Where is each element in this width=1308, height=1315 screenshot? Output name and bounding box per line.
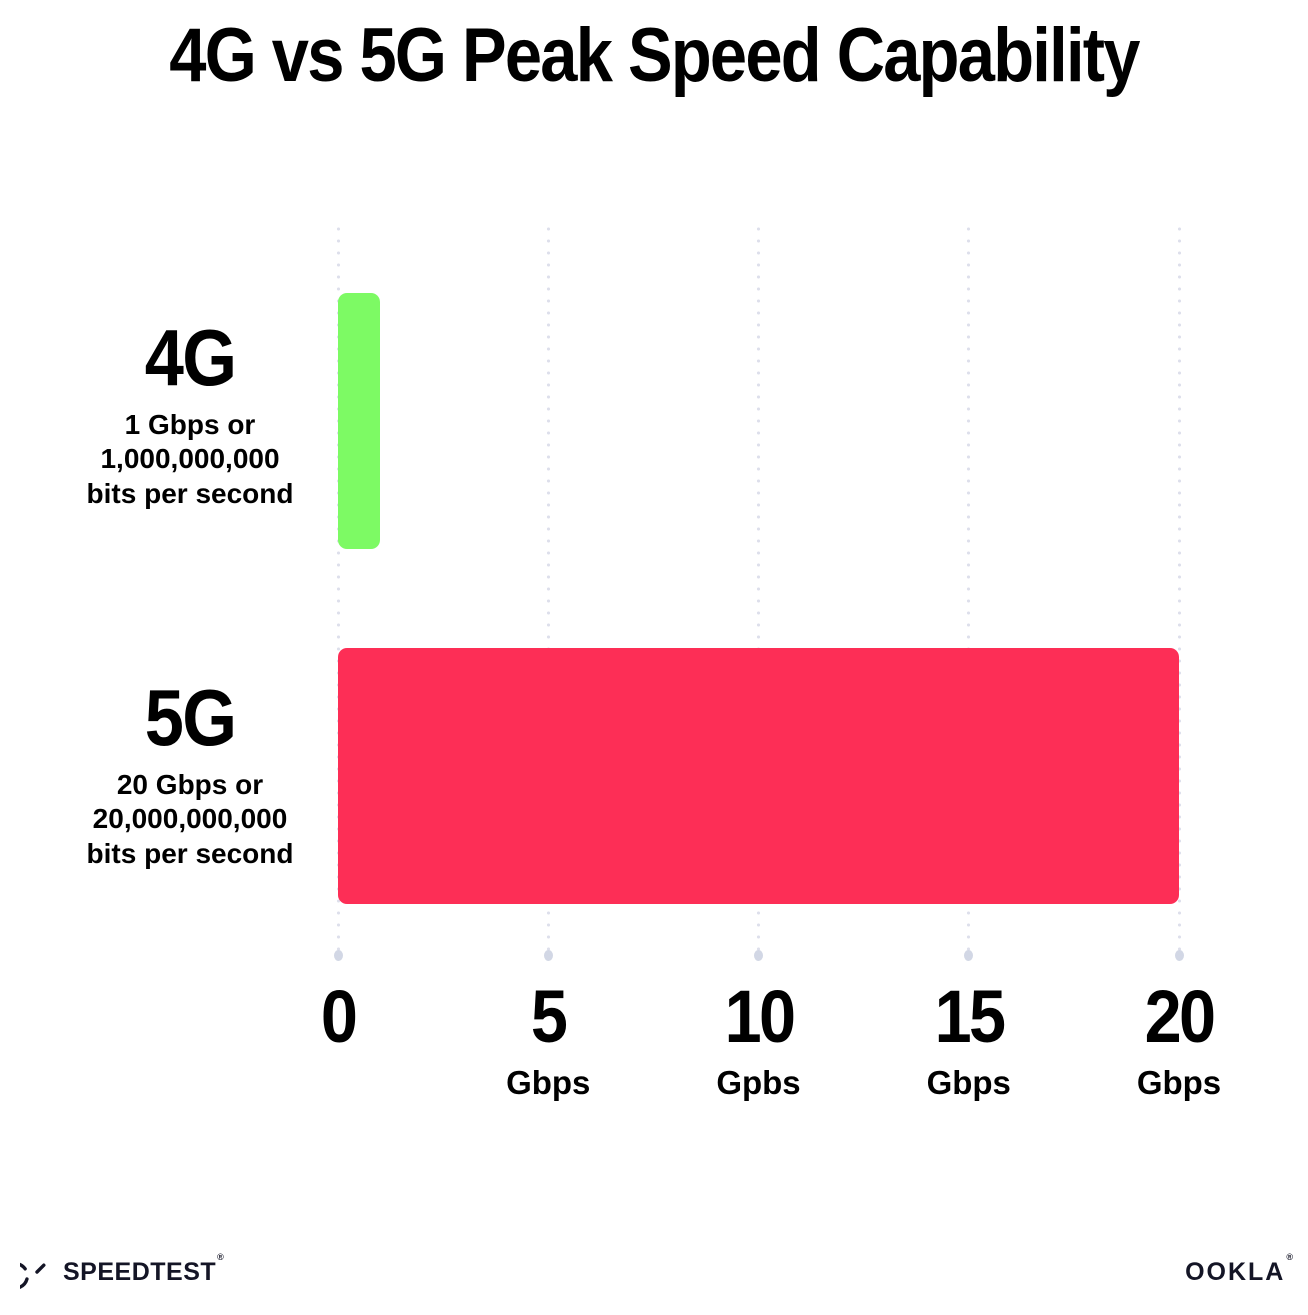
category-name-5g: 5G xyxy=(144,673,237,762)
speedtest-logo: SPEEDTEST® xyxy=(20,1251,225,1289)
x-tick-unit: Gbps xyxy=(1136,1064,1222,1101)
sublabel-line: bits per second xyxy=(86,477,294,509)
gridline xyxy=(333,223,343,961)
x-tick-unit: Gpbs xyxy=(716,1064,801,1101)
gridline xyxy=(754,223,763,961)
gridline-end-dot xyxy=(1174,950,1184,961)
x-axis-ticks: 0 5 Gbps 10 Gpbs 15 Gbps 20 Gbps xyxy=(321,975,1221,1110)
row-label-5g: 5G 20 Gbps or 20,000,000,000 bits per se… xyxy=(40,678,340,871)
ookla-logo: OOKLA® xyxy=(1185,1253,1294,1286)
category-sublabel-4g: 1 Gbps or 1,000,000,000 bits per second xyxy=(40,408,340,511)
sublabel-line: 20,000,000,000 xyxy=(92,803,288,835)
sublabel-line: 20 Gbps or xyxy=(116,769,264,800)
plot-area xyxy=(333,223,1184,961)
gridline xyxy=(543,223,553,961)
row-label-4g: 4G 1 Gbps or 1,000,000,000 bits per seco… xyxy=(40,318,340,511)
x-tick-value: 15 xyxy=(934,975,1005,1058)
bar-5g xyxy=(338,648,1179,904)
trademark-symbol: ® xyxy=(1286,1252,1295,1262)
sublabel-line: bits per second xyxy=(86,837,294,869)
category-name-4g: 4G xyxy=(144,313,237,402)
x-tick-value: 0 xyxy=(320,975,358,1058)
gridline xyxy=(964,223,974,961)
x-tick-unit: Gbps xyxy=(926,1064,1011,1101)
gridline xyxy=(1174,223,1184,961)
x-tick-10: 10 Gpbs xyxy=(659,975,859,1101)
x-tick-5: 5 Gbps xyxy=(448,975,648,1101)
gridline-end-dot xyxy=(754,950,763,961)
speedtest-wordmark: SPEEDTEST® xyxy=(63,1251,225,1286)
sublabel-line: 1,000,000,000 xyxy=(100,443,280,475)
gridline-end-dot xyxy=(543,950,553,961)
x-tick-20: 20 Gbps xyxy=(1079,975,1279,1101)
gridline-end-dot xyxy=(333,950,343,961)
x-tick-0: 0 xyxy=(238,980,438,1066)
chart-title: 4G vs 5G Peak Speed Capability xyxy=(169,13,1140,98)
ookla-wordmark: OOKLA xyxy=(1185,1258,1286,1286)
bar-4g xyxy=(338,293,381,549)
x-tick-value: 10 xyxy=(724,975,795,1058)
trademark-symbol: ® xyxy=(217,1251,225,1262)
category-sublabel-5g: 20 Gbps or 20,000,000,000 bits per secon… xyxy=(40,768,340,871)
speedometer-icon xyxy=(20,1255,54,1289)
x-tick-15: 15 Gbps xyxy=(869,975,1069,1101)
x-tick-value: 20 xyxy=(1144,975,1216,1058)
gridline-end-dot xyxy=(964,950,974,961)
sublabel-line: 1 Gbps or xyxy=(124,409,256,440)
x-tick-unit: Gbps xyxy=(506,1064,591,1101)
x-tick-value: 5 xyxy=(531,975,568,1058)
